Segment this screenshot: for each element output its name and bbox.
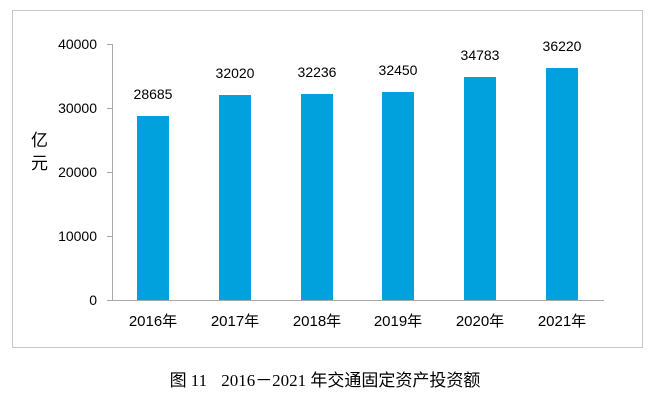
bar <box>546 68 578 300</box>
caption-text: 2016－2021 年交通固定资产投资额 <box>221 371 481 390</box>
bar <box>301 94 333 300</box>
bar-value-label: 32020 <box>215 65 255 81</box>
y-tick-mark <box>107 108 112 109</box>
plot-area: 0 10000 20000 30000 40000 28685 2016年 32020 2017… <box>13 11 642 347</box>
y-tick-mark <box>107 300 112 301</box>
bar-value-label: 28685 <box>133 86 173 102</box>
x-tick-label: 2020年 <box>455 313 505 330</box>
bar-value-label: 34783 <box>460 47 500 63</box>
y-axis-line <box>112 44 113 301</box>
y-tick-mark <box>107 236 112 237</box>
x-tick-label: 2018年 <box>292 313 342 330</box>
x-tick-label: 2019年 <box>373 313 423 330</box>
y-tick-mark <box>107 44 112 45</box>
x-tick-label: 2021年 <box>537 313 587 330</box>
figure-number: 图 11 <box>169 371 208 390</box>
y-tick-mark <box>107 172 112 173</box>
figure-caption: 图 11 2016－2021 年交通固定资产投资额 <box>0 366 650 391</box>
y-tick-label: 10000 <box>58 228 97 244</box>
y-tick-label: 20000 <box>58 164 97 180</box>
bar-value-label: 32450 <box>378 62 418 78</box>
x-tick-label: 2017年 <box>210 313 260 330</box>
y-tick-label: 0 <box>89 292 97 308</box>
bar-value-label: 32236 <box>297 64 337 80</box>
bar <box>464 77 496 300</box>
bar <box>219 95 251 300</box>
bar-value-label: 36220 <box>542 38 582 54</box>
bar <box>137 116 169 300</box>
bar <box>382 92 414 300</box>
chart-frame: 亿元 0 10000 20000 30000 40000 28685 2016年 32020 2… <box>12 10 643 348</box>
y-tick-label: 30000 <box>58 100 97 116</box>
x-tick-label: 2016年 <box>128 313 178 330</box>
y-tick-label: 40000 <box>58 36 97 52</box>
x-axis-line <box>112 300 604 301</box>
y-axis-title: 亿元 <box>28 131 47 177</box>
